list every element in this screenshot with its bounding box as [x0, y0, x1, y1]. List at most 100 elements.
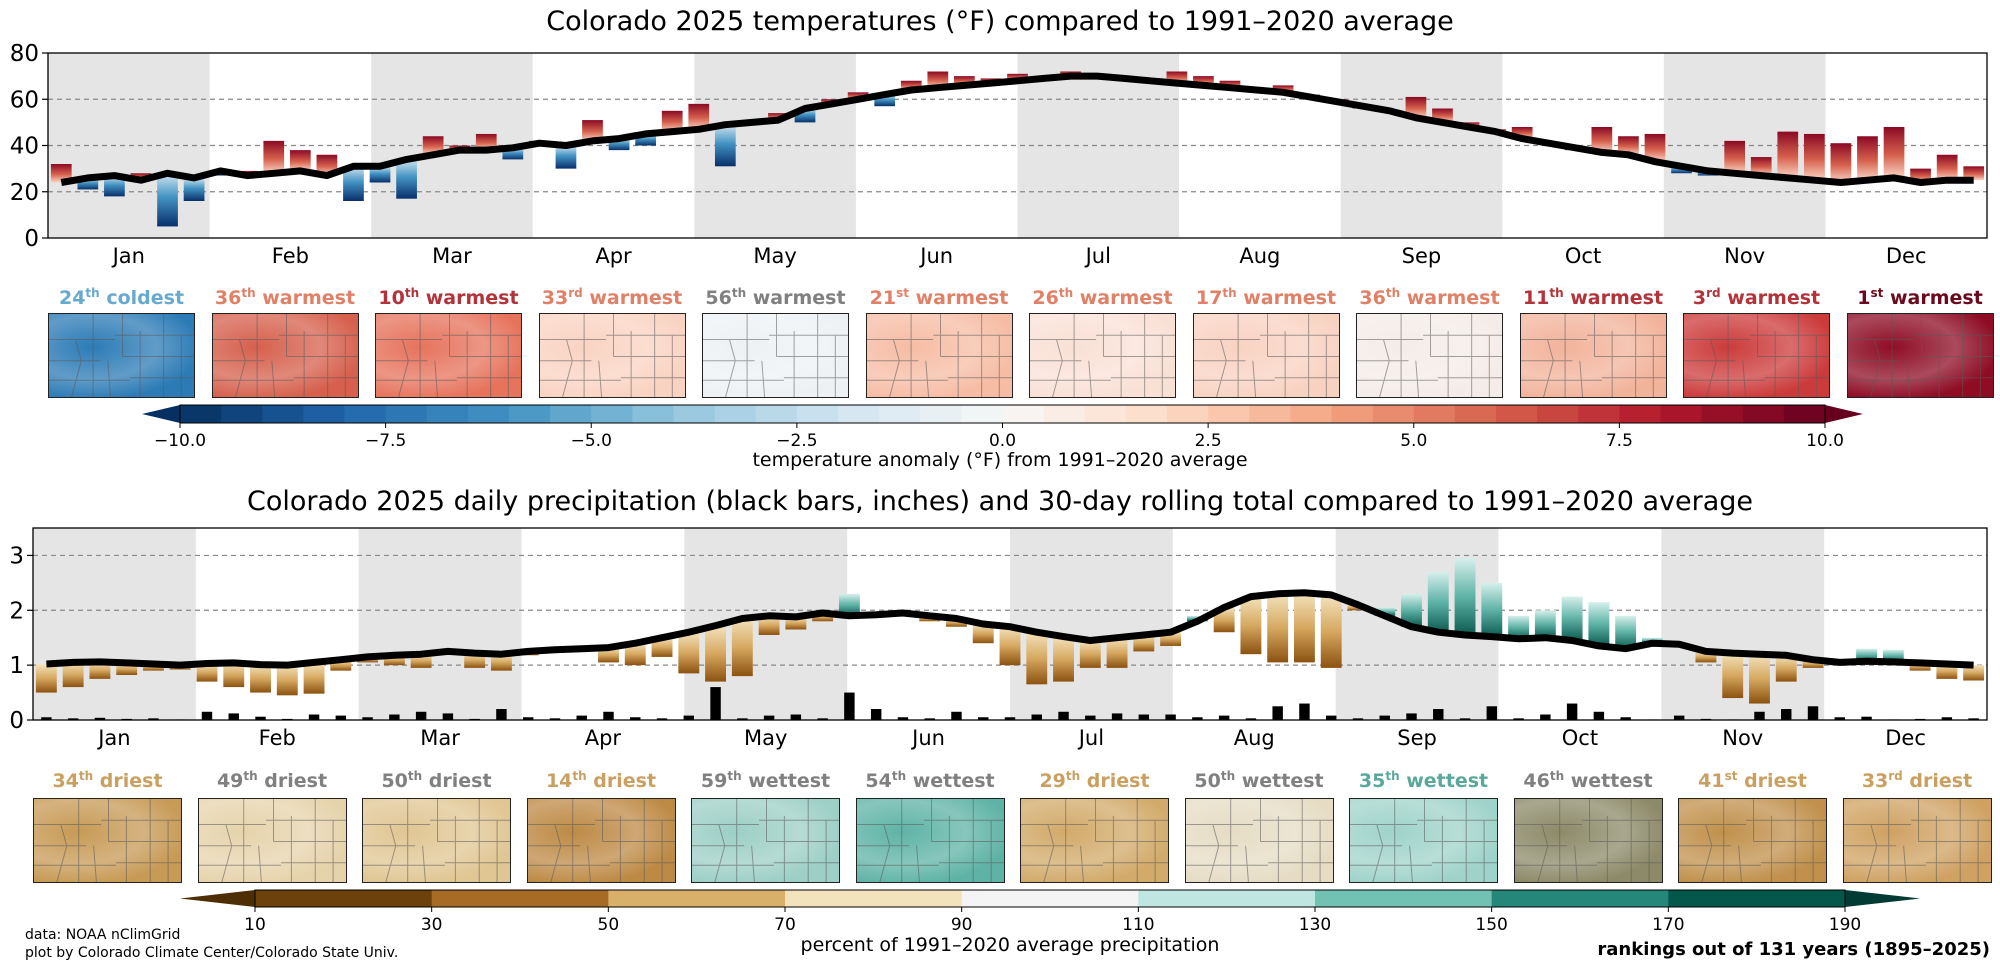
rank-descriptor: driest: [93, 770, 163, 792]
temperature-colorbar-segment: [1084, 405, 1127, 423]
precipitation-colorbar-tick-label: 70: [774, 915, 796, 935]
county-boundaries: [539, 314, 685, 397]
anomaly-bar: [50, 164, 72, 183]
daily-precip-bar: [763, 715, 775, 720]
anomaly-bar: [1857, 136, 1878, 181]
rank-descriptor: warmest: [1073, 287, 1173, 309]
anomaly-bar: [343, 166, 364, 201]
anomaly-bar: [62, 662, 84, 688]
anomaly-bar: [555, 145, 577, 169]
temperature-colorbar-segment: [673, 405, 716, 423]
daily-precip-bar: [1165, 714, 1176, 720]
rank-suffix: th: [243, 769, 258, 783]
month-ranking-label: 29th driest: [980, 769, 1209, 792]
anomaly-bar: [1561, 596, 1583, 641]
anomaly-bar: [900, 80, 922, 90]
rank-suffix: th: [1065, 769, 1081, 783]
rank-suffix: st: [1724, 769, 1738, 783]
anomaly-bar: [1695, 651, 1717, 663]
temperature-colorbar-segment: [879, 405, 921, 423]
x-tick-label-month: Jan: [96, 726, 130, 750]
colorado-anomaly-map-dec: [1846, 313, 1994, 398]
colorado-anomaly-map-feb: [211, 313, 359, 398]
rank-number: 33: [541, 287, 569, 309]
precipitation-colorbar-tick-label: 30: [420, 915, 443, 935]
precipitation-colorbar-segment: [431, 890, 609, 907]
daily-precip-bar: [362, 717, 373, 720]
daily-precip-bar: [630, 717, 641, 720]
daily-precip-bar: [496, 709, 507, 720]
rank-number: 21: [869, 287, 897, 309]
anomaly-bar: [1534, 610, 1556, 638]
rank-descriptor: warmest: [1883, 287, 1983, 309]
daily-precip-bar: [870, 709, 882, 720]
anomaly-bar: [1802, 659, 1824, 668]
anomaly-bar: [1909, 662, 1931, 671]
anomaly-bar: [1724, 140, 1746, 174]
rank-descriptor: warmest: [255, 287, 356, 309]
temperature-colorbar-segment: [714, 405, 757, 423]
temperature-colorbar-segment: [221, 405, 263, 423]
temperature-colorbar-segment: [838, 405, 880, 423]
rank-number: 41: [1698, 770, 1725, 792]
credit-author: plot by Colorado Climate Center/Colorado…: [25, 945, 399, 961]
y-tick-label: 0: [9, 708, 24, 734]
rank-number: 29: [1039, 770, 1066, 792]
rank-suffix: th: [731, 286, 747, 300]
anomaly-bar: [1883, 127, 1905, 178]
county-boundaries: [363, 799, 510, 882]
colorado-anomaly-map-mar: [362, 798, 511, 883]
precipitation-colorbar-tick-label: 130: [1298, 915, 1332, 935]
temperature-colorbar-segment: [426, 405, 469, 423]
temperature-colorbar-tick-label: −2.5: [776, 431, 818, 451]
temperature-colorbar-segment: [1742, 405, 1785, 423]
precipitation-colorbar-tick-label: 110: [1122, 915, 1155, 935]
colorado-anomaly-map-jul: [1029, 313, 1176, 398]
rank-number: 50: [381, 770, 408, 792]
temperature-colorbar-tick-label: −10.0: [153, 431, 207, 451]
temperature-colorbar-segment: [385, 405, 428, 423]
rank-number: 11: [1522, 287, 1550, 309]
rank-number: 54: [865, 770, 892, 792]
x-tick-label-month: Oct: [1565, 244, 1601, 268]
anomaly-bar: [1401, 593, 1422, 627]
temperature-colorbar-segment: [180, 405, 222, 423]
colorado-anomaly-map-dec: [1842, 798, 1992, 883]
daily-precip-bar: [94, 717, 106, 720]
anomaly-bar: [954, 76, 975, 86]
daily-precip-bar: [41, 717, 52, 720]
rank-descriptor: warmest: [1720, 287, 1821, 309]
county-boundaries: [692, 799, 839, 882]
temperature-colorbar-segment: [1249, 405, 1291, 423]
precipitation-colorbar-tick-label: 90: [950, 915, 973, 935]
anomaly-bar: [946, 618, 967, 627]
anomaly-bar: [1963, 665, 1985, 681]
rank-number: 14: [545, 770, 573, 792]
rank-descriptor: driest: [257, 770, 328, 792]
daily-precip-bar: [897, 717, 909, 720]
temperature-colorbar-segment: [1002, 405, 1045, 423]
daily-precip-bar: [683, 715, 695, 720]
daily-precip-bar: [549, 718, 561, 720]
daily-precip-bar: [1566, 703, 1578, 720]
county-boundaries: [1679, 799, 1826, 882]
month-shade-band: [33, 528, 196, 720]
anomaly-bar: [369, 166, 391, 183]
daily-precip-bar: [1941, 717, 1953, 720]
month-ranking-label: 49th driest: [158, 769, 387, 792]
anomaly-bar: [422, 136, 444, 155]
daily-precip-bar: [1058, 711, 1069, 720]
month-ranking-label: 17th warmest: [1153, 286, 1380, 309]
rank-descriptor: driest: [1737, 770, 1807, 792]
temperature-colorbar-segment: [509, 405, 551, 423]
temperature-colorbar-tick-label: 2.5: [1194, 431, 1222, 451]
anomaly-bar: [1749, 654, 1770, 704]
anomaly-bar: [1511, 127, 1533, 139]
month-ranking-label: 46th wettest: [1474, 769, 1703, 792]
rank-descriptor: warmest: [582, 287, 683, 309]
temperature-colorbar-segment: [632, 405, 675, 423]
month-ranking-label: 24th coldest: [8, 286, 235, 309]
county-boundaries: [1847, 314, 1993, 397]
rank-suffix: th: [407, 769, 423, 783]
